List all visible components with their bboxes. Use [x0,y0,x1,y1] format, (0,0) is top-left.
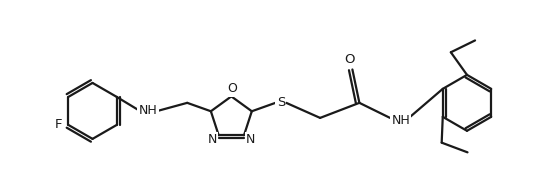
Text: N: N [208,133,217,146]
Text: N: N [246,133,255,146]
Text: NH: NH [392,114,410,127]
Text: NH: NH [139,104,157,117]
Text: S: S [277,96,285,109]
Text: O: O [228,82,237,95]
Text: F: F [55,118,62,131]
Text: O: O [344,53,355,66]
